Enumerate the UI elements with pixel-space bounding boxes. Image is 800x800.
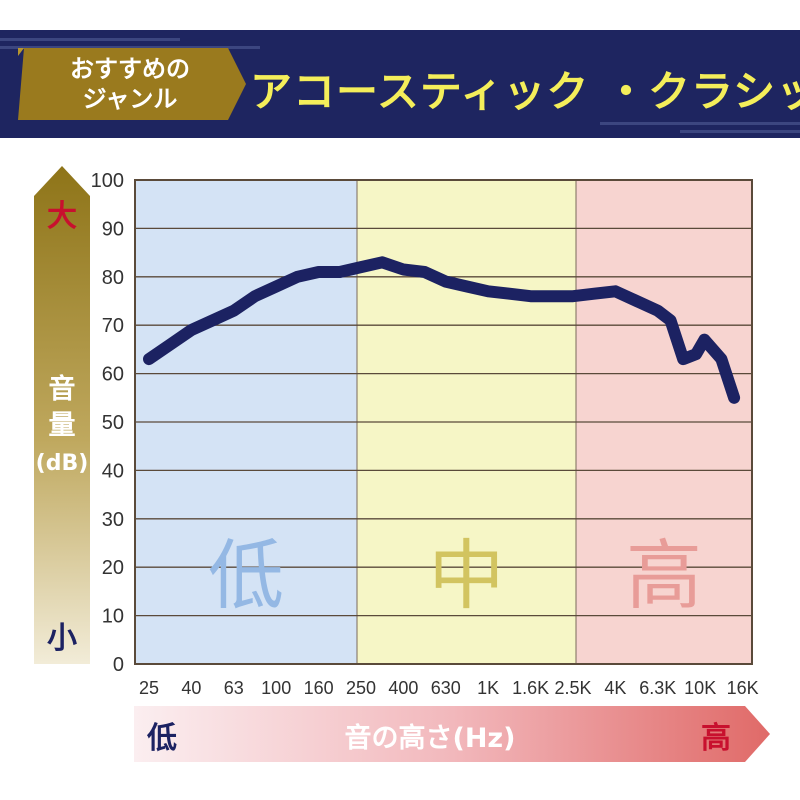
y-tick-label: 70 (102, 315, 124, 337)
volume-arrow (34, 166, 90, 664)
x-tick-label: 6.3K (639, 678, 676, 698)
pitch-low-label: 低 (146, 721, 177, 756)
x-tick-label: 160 (304, 678, 334, 698)
header-stripe (600, 122, 800, 125)
x-tick-label: 630 (431, 678, 461, 698)
header-stripe (680, 130, 800, 133)
header-banner: おすすめの ジャンル アコースティック ・クラシック (0, 30, 800, 138)
x-tick-label: 25 (139, 678, 159, 698)
band-label-low: 低 (208, 531, 284, 620)
x-tick-label: 250 (346, 678, 376, 698)
x-tick-label: 1K (477, 678, 499, 698)
header-stripe (0, 46, 260, 49)
pitch-high-label: 高 (701, 721, 731, 756)
band-label-high: 高 (626, 531, 702, 620)
x-tick-label: 63 (224, 678, 244, 698)
y-tick-label: 50 (102, 412, 124, 434)
pitch-arrow (134, 706, 770, 762)
x-tick-label: 40 (181, 678, 201, 698)
x-tick-label: 400 (388, 678, 418, 698)
tag-line-1: おすすめの (70, 55, 190, 83)
band-label-mid: 中 (429, 531, 505, 620)
y-tick-label: 60 (102, 364, 124, 386)
x-tick-label: 10K (684, 678, 716, 698)
y-tick-label: 40 (102, 460, 124, 482)
x-tick-label: 2.5K (554, 678, 591, 698)
header-stripe (0, 38, 180, 41)
y-tick-label: 90 (102, 218, 124, 240)
y-tick-label: 100 (91, 170, 124, 192)
x-tick-label: 100 (261, 678, 291, 698)
x-tick-label: 1.6K (512, 678, 549, 698)
y-axis-label: 音量(dB) (36, 373, 89, 476)
plot-frame (134, 179, 753, 665)
y-tick-label: 10 (102, 606, 124, 628)
tag-line-2: ジャンル (82, 85, 178, 113)
y-tick-label: 30 (102, 509, 124, 531)
x-tick-label: 4K (604, 678, 626, 698)
volume-high-label: 大 (47, 199, 77, 234)
genre-title: アコースティック ・クラシック (250, 67, 800, 116)
x-tick-label: 16K (727, 678, 759, 698)
volume-low-label: 小 (47, 621, 77, 656)
response-curve (143, 256, 741, 404)
y-tick-label: 20 (102, 557, 124, 579)
x-axis-label: 音の高さ(Hz) (345, 722, 516, 754)
y-tick-label: 80 (102, 267, 124, 289)
y-tick-label: 0 (113, 654, 124, 676)
recommended-genre-tag: おすすめの ジャンル (18, 48, 248, 120)
